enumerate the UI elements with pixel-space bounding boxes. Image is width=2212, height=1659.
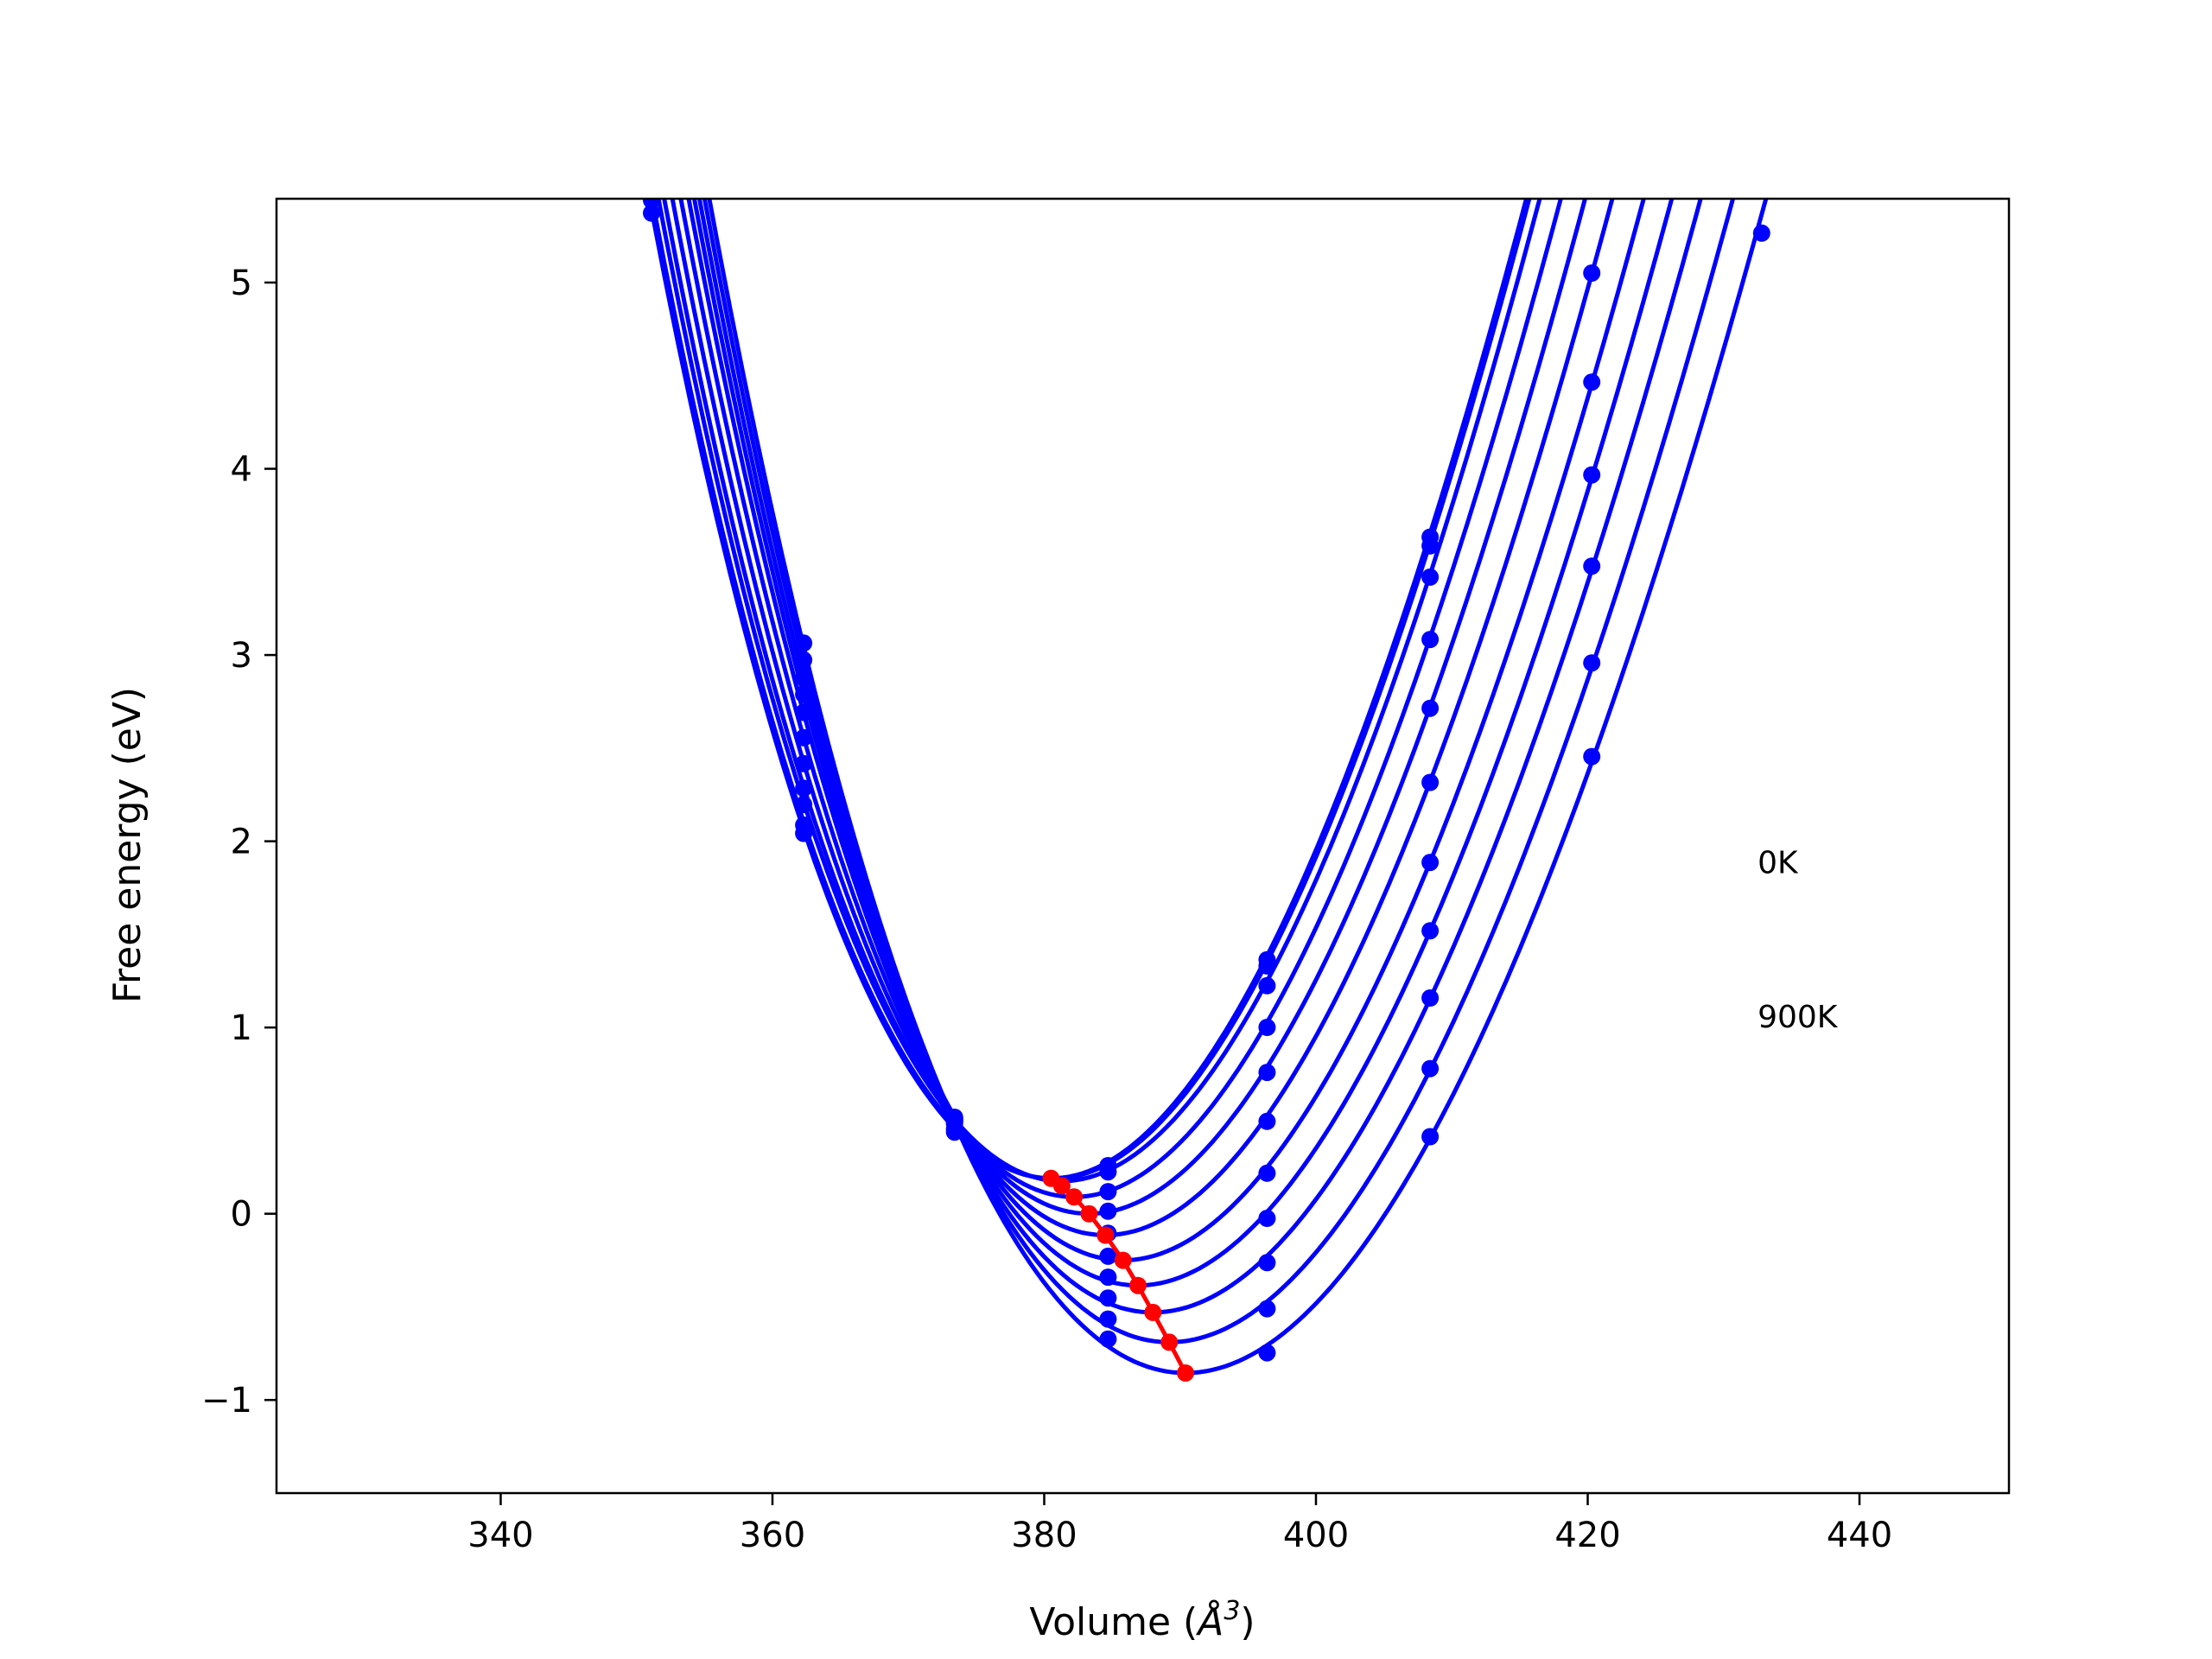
data-point (795, 816, 813, 834)
y-tick-label: 0 (231, 1195, 252, 1235)
y-tick-label: 4 (231, 450, 252, 490)
x-tick-label: 360 (740, 1516, 805, 1555)
data-point (1583, 654, 1601, 672)
data-point (1258, 957, 1276, 975)
data-point (795, 779, 813, 798)
plot-frame (275, 197, 2011, 1495)
annotation-label: 0K (1758, 845, 1799, 880)
data-point (1583, 747, 1601, 766)
plot-area (643, 199, 1770, 1382)
minimum-point (1160, 1333, 1179, 1351)
curve-10 (707, 199, 1769, 1376)
y-tick-label: 1 (231, 1008, 252, 1048)
data-point (795, 728, 813, 747)
y-tick-label: −1 (201, 1381, 252, 1421)
data-point (643, 199, 660, 209)
curve-2 (656, 199, 1542, 1184)
data-point (1258, 1344, 1276, 1362)
minimum-point (1129, 1276, 1147, 1294)
curve-7 (691, 199, 1675, 1288)
minimum-point (1114, 1251, 1132, 1269)
minimum-point (1096, 1226, 1115, 1244)
data-point (1258, 1254, 1276, 1272)
y-tick-label: 3 (231, 636, 252, 676)
data-point (1421, 537, 1440, 555)
x-tick-label: 340 (467, 1516, 533, 1555)
minimum-point (1052, 1177, 1071, 1195)
data-point (1099, 1183, 1117, 1201)
data-point (1258, 1019, 1276, 1036)
y-axis-ticks: −1 0 1 2 3 4 5 (201, 264, 276, 1421)
data-point (1099, 1310, 1117, 1328)
y-tick-label: 2 (231, 823, 252, 862)
data-point (1099, 1330, 1117, 1348)
data-point (1421, 568, 1440, 586)
data-point (1258, 1164, 1276, 1182)
y-tick-label: 5 (231, 264, 252, 303)
data-point (945, 1112, 963, 1130)
curve-3 (662, 199, 1563, 1199)
x-tick-label: 380 (1011, 1516, 1077, 1555)
data-point (795, 703, 813, 721)
data-point (1421, 922, 1440, 940)
data-point (795, 651, 813, 669)
data-point (1421, 1059, 1440, 1077)
minimum-point (1144, 1303, 1162, 1321)
data-point (1421, 773, 1440, 791)
minimum-path (1042, 1169, 1194, 1382)
data-point (1099, 1268, 1117, 1287)
curve-9 (702, 199, 1736, 1344)
minimum-point (1080, 1205, 1098, 1223)
data-point (795, 634, 813, 652)
data-point (1583, 373, 1601, 391)
curve-1 (650, 199, 1532, 1181)
data-point (643, 204, 660, 222)
x-tick-label: 400 (1283, 1516, 1349, 1555)
x-axis-label-text: Volume (1029, 1600, 1171, 1644)
minimum-point (1065, 1188, 1084, 1206)
data-point (1258, 976, 1276, 995)
x-tick-label: 420 (1554, 1516, 1620, 1555)
data-point (1752, 224, 1770, 242)
data-point (1099, 1289, 1117, 1307)
x-axis-unit-superscript: 3 (1224, 1596, 1240, 1626)
x-axis-ticks: 340 360 380 400 420 440 (467, 1493, 1892, 1555)
data-point (1099, 1163, 1117, 1181)
data-point (1421, 1128, 1440, 1146)
data-point (1258, 1112, 1276, 1130)
data-point (795, 796, 813, 814)
data-point (1099, 1247, 1117, 1265)
data-point (1258, 1300, 1276, 1318)
annotations: 0K 900K (1758, 845, 1839, 1035)
y-axis-label: Free energy (eV) (105, 687, 149, 1003)
x-axis-unit: Å (1195, 1599, 1224, 1644)
data-point (1421, 631, 1440, 649)
x-tick-label: 440 (1827, 1516, 1892, 1555)
data-point (1258, 1064, 1276, 1082)
data-point (795, 754, 813, 772)
data-point (1583, 557, 1601, 575)
data-point (795, 685, 813, 703)
curve-5 (678, 199, 1615, 1237)
data-point (1421, 699, 1440, 717)
curve-4 (670, 199, 1588, 1217)
data-point (1583, 466, 1601, 484)
data-point (1583, 264, 1601, 282)
data-points (643, 199, 1770, 1362)
data-point (795, 669, 813, 687)
data-point (1258, 1210, 1276, 1227)
data-point (1421, 854, 1440, 872)
data-point (1421, 989, 1440, 1007)
x-axis-label: Volume (Å3) (1029, 1596, 1255, 1644)
annotation-label: 900K (1758, 1000, 1839, 1035)
data-point (1099, 1202, 1117, 1220)
curve-6 (686, 199, 1646, 1263)
minimum-point (1177, 1364, 1194, 1382)
